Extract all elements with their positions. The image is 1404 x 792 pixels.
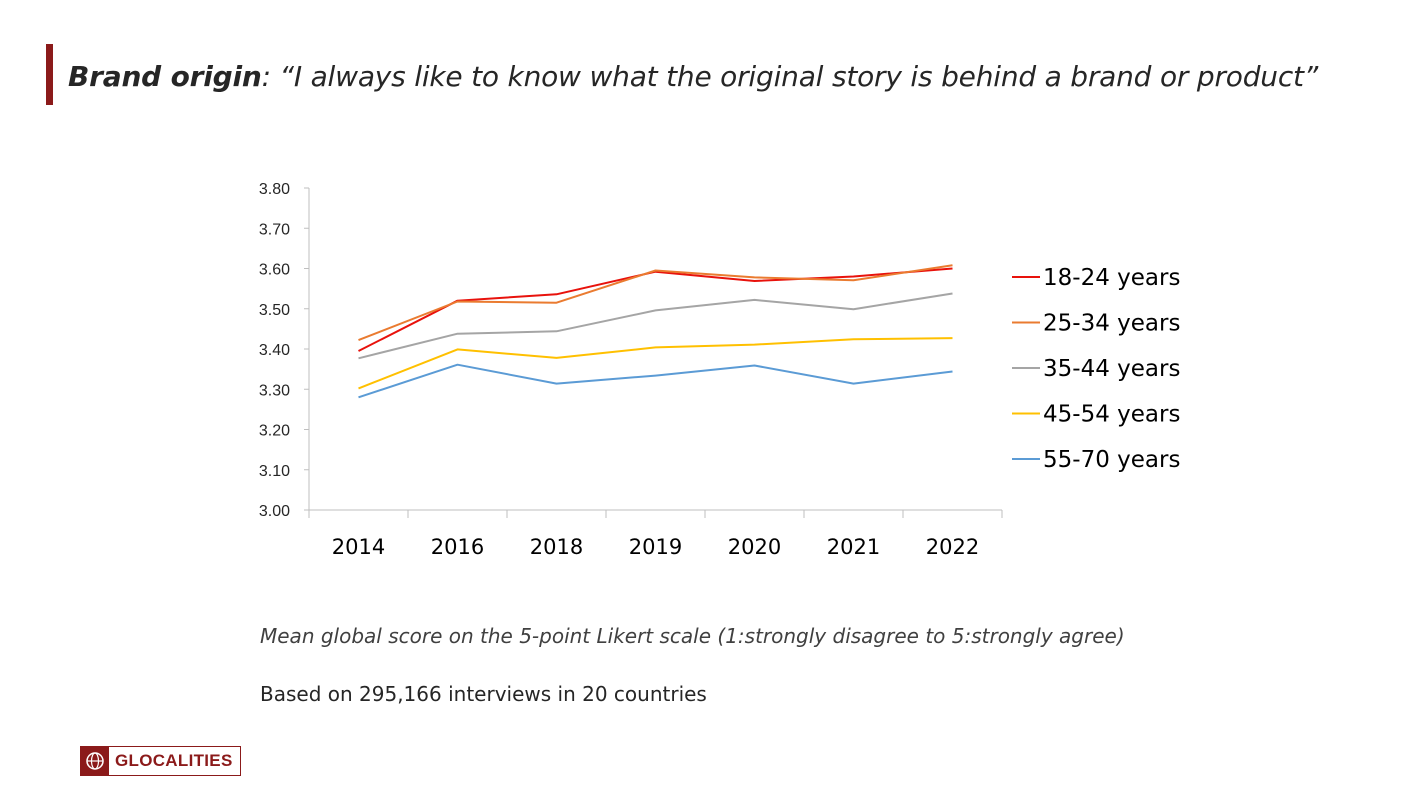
x-tick-label: 2020 [728, 535, 781, 559]
legend-label: 55-70 years [1043, 447, 1180, 473]
y-tick-label: 3.60 [259, 262, 290, 279]
line-chart: 3.00 3.10 3.20 3.30 3.40 3.50 3.60 3.70 3.80 2014… [259, 181, 1181, 559]
legend-label: 45-54 years [1043, 402, 1180, 428]
scale-note: Mean global score on the 5-point Likert … [260, 624, 1125, 648]
series-line-55-70-years [358, 363, 953, 399]
legend-label: 35-44 years [1043, 356, 1180, 382]
x-tick-label: 2021 [827, 535, 880, 559]
glocalities-logo: GLOCALITIES [80, 746, 241, 776]
globe-icon [81, 747, 109, 775]
x-tick-label: 2019 [629, 535, 682, 559]
y-tick-label: 3.00 [259, 503, 290, 520]
page-title: Brand origin: “I always like to know wha… [68, 60, 1318, 93]
y-tick-label: 3.40 [259, 342, 290, 359]
y-tick-label: 3.10 [259, 463, 290, 480]
y-tick-label: 3.50 [259, 302, 290, 319]
legend-label: 25-34 years [1043, 311, 1180, 337]
legend-label: 18-24 years [1043, 265, 1180, 291]
y-tick-label: 3.80 [259, 181, 290, 198]
sample-note: Based on 295,166 interviews in 20 countr… [260, 682, 707, 706]
x-tick-label: 2016 [431, 535, 484, 559]
logo-text: GLOCALITIES [115, 751, 233, 770]
title-statement: : “I always like to know what the origin… [261, 60, 1319, 93]
series-line-25-34-years [358, 264, 953, 342]
y-tick-label: 3.20 [259, 423, 290, 440]
series-line-35-44-years [358, 292, 953, 360]
y-tick-label: 3.30 [259, 382, 290, 399]
title-topic: Brand origin [68, 60, 262, 93]
y-tick-label: 3.70 [259, 221, 290, 238]
title-accent-bar [46, 44, 53, 105]
x-tick-label: 2018 [530, 535, 583, 559]
x-tick-label: 2022 [926, 535, 979, 559]
series-line-45-54-years [358, 337, 953, 390]
x-tick-label: 2014 [332, 535, 385, 559]
